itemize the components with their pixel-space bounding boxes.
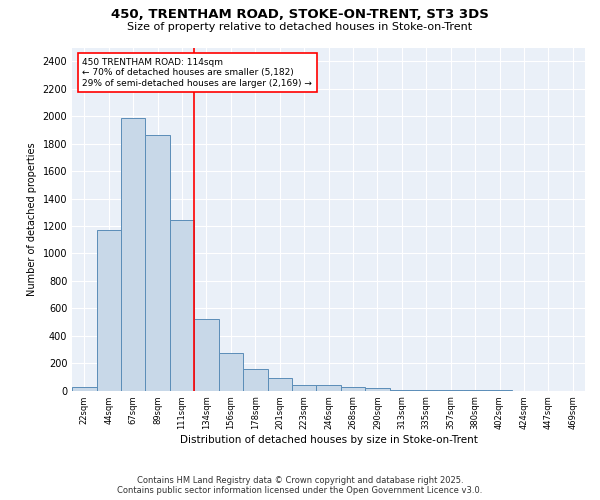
Bar — [121, 118, 145, 390]
Bar — [243, 370, 268, 390]
Text: 450 TRENTHAM ROAD: 114sqm
← 70% of detached houses are smaller (5,182)
29% of se: 450 TRENTHAM ROAD: 114sqm ← 70% of detac… — [82, 58, 312, 88]
Bar — [341, 386, 365, 390]
Bar — [145, 136, 170, 390]
Bar — [72, 388, 97, 390]
Bar — [97, 230, 121, 390]
Bar — [365, 388, 389, 390]
Bar — [194, 320, 218, 390]
Text: Contains HM Land Registry data © Crown copyright and database right 2025.
Contai: Contains HM Land Registry data © Crown c… — [118, 476, 482, 495]
Bar — [268, 378, 292, 390]
Bar — [316, 385, 341, 390]
Bar — [218, 353, 243, 391]
Text: 450, TRENTHAM ROAD, STOKE-ON-TRENT, ST3 3DS: 450, TRENTHAM ROAD, STOKE-ON-TRENT, ST3 … — [111, 8, 489, 20]
Bar — [292, 384, 316, 390]
Y-axis label: Number of detached properties: Number of detached properties — [27, 142, 37, 296]
Text: Size of property relative to detached houses in Stoke-on-Trent: Size of property relative to detached ho… — [127, 22, 473, 32]
X-axis label: Distribution of detached houses by size in Stoke-on-Trent: Distribution of detached houses by size … — [179, 435, 478, 445]
Bar — [170, 220, 194, 390]
